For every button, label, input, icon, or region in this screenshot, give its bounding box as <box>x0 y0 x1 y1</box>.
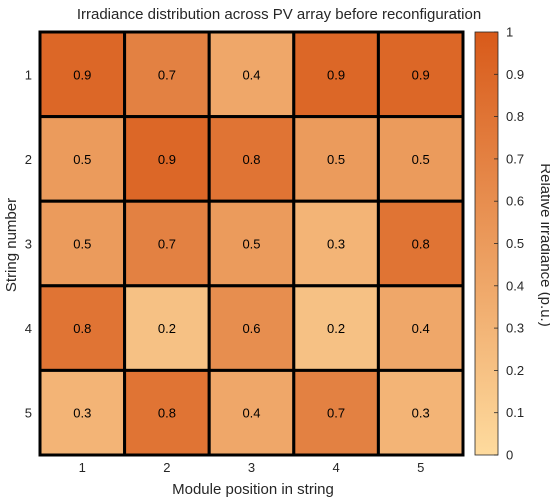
cell-value-label: 0.8 <box>158 406 176 421</box>
heatmap-grid: 0.9 0.7 0.4 0.9 0.9 0.5 0.9 0.8 0.5 0.5 0.5 0.7 0.5 0… <box>38 30 465 457</box>
y-tick-label: 5 <box>25 406 32 421</box>
cell-value-label: 0.5 <box>327 152 345 167</box>
heatmap-cell <box>38 368 127 457</box>
colorbar-tick-label: 0.1 <box>506 405 524 420</box>
heatmap-cell <box>38 284 127 372</box>
heatmap-cell <box>123 368 211 457</box>
colorbar-tick-label: 0.9 <box>506 67 524 82</box>
cell-value-label: 0.5 <box>73 237 91 252</box>
heatmap-cell <box>376 368 465 457</box>
heatmap-cell <box>38 30 127 119</box>
y-tick-label: 1 <box>25 67 32 82</box>
y-tick-label: 3 <box>25 237 32 252</box>
x-tick-label: 5 <box>417 460 424 475</box>
heatmap-cell <box>376 115 465 203</box>
colorbar-tick-label: 0.5 <box>506 236 524 251</box>
cell-value-label: 0.2 <box>158 321 176 336</box>
heatmap-cell <box>207 368 296 457</box>
cell-value-label: 0.3 <box>412 406 430 421</box>
cell-value-label: 0.6 <box>242 321 260 336</box>
colorbar-tick-label: 0.4 <box>506 278 524 293</box>
cell-value-label: 0.9 <box>73 67 91 82</box>
colorbar-tick-label: 0 <box>506 448 513 463</box>
cell-value-label: 0.8 <box>242 152 260 167</box>
cell-value-label: 0.9 <box>327 67 345 82</box>
y-axis-label: String number <box>3 198 20 292</box>
cell-value-label: 0.9 <box>412 67 430 82</box>
cell-value-label: 0.3 <box>327 237 345 252</box>
x-tick-labels: 1 2 3 4 5 <box>79 460 425 475</box>
heatmap-cell <box>38 115 127 203</box>
cell-value-label: 0.7 <box>327 406 345 421</box>
heatmap-cell <box>207 115 296 203</box>
cell-value-label: 0.9 <box>158 152 176 167</box>
y-tick-labels: 1 2 3 4 5 <box>25 67 32 420</box>
colorbar-tick-label: 0.8 <box>506 109 524 124</box>
x-axis-label: Module position in string <box>172 481 334 498</box>
cell-value-label: 0.7 <box>158 237 176 252</box>
colorbar-tick-label: 0.7 <box>506 151 524 166</box>
cell-value-label: 0.5 <box>73 152 91 167</box>
cell-value-label: 0.8 <box>73 321 91 336</box>
x-tick-label: 3 <box>248 460 255 475</box>
colorbar-label: Relative irradiance (p.u.) <box>537 163 550 326</box>
cell-value-label: 0.4 <box>242 67 260 82</box>
y-tick-label: 2 <box>25 152 32 167</box>
x-tick-label: 1 <box>79 460 86 475</box>
heatmap-cell <box>123 199 211 288</box>
x-tick-label: 2 <box>163 460 170 475</box>
heatmap-cell <box>292 284 380 372</box>
x-tick-label: 4 <box>332 460 339 475</box>
cell-value-label: 0.8 <box>412 237 430 252</box>
colorbar-tick-label: 1 <box>506 25 513 40</box>
colorbar-tick-label: 0.6 <box>506 194 524 209</box>
cell-value-label: 0.5 <box>242 237 260 252</box>
cell-value-label: 0.5 <box>412 152 430 167</box>
y-tick-label: 4 <box>25 321 32 336</box>
cell-value-label: 0.2 <box>327 321 345 336</box>
colorbar-tick-label: 0.2 <box>506 363 524 378</box>
chart-title: Irradiance distribution across PV array … <box>77 6 481 23</box>
colorbar: 0 0.1 0.2 0.3 0.4 0.5 0.6 0.7 0.8 0.9 1 <box>474 25 524 463</box>
cell-value-label: 0.3 <box>73 406 91 421</box>
heatmap-cell <box>292 199 380 288</box>
heatmap-cell <box>376 284 465 372</box>
heatmap-cell <box>123 284 211 372</box>
cell-value-label: 0.7 <box>158 67 176 82</box>
cell-value-label: 0.4 <box>412 321 430 336</box>
cell-value-label: 0.4 <box>242 406 260 421</box>
colorbar-tick-label: 0.3 <box>506 321 524 336</box>
